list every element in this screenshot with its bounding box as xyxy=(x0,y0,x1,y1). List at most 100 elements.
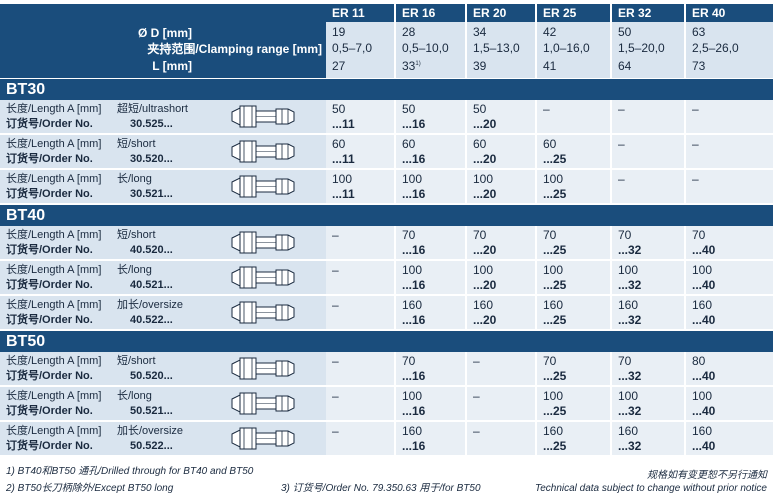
row-label-panel: 长度/Length A [mm] 订货号/Order No. 加长/oversize… xyxy=(0,296,326,329)
tool-holder-icon xyxy=(231,357,295,380)
footnote-2: 2) BT50长刀柄除外/Except BT50 long xyxy=(6,483,174,494)
row-label-panel: 长度/Length A [mm] 订货号/Order No. 短/short 40.5… xyxy=(0,226,326,259)
cell-length-value: 60 xyxy=(402,137,416,151)
data-cell: 100 ...20 xyxy=(467,170,535,203)
order-label: 订货号/Order No. xyxy=(6,279,93,291)
data-cell: 70 ...32 xyxy=(612,352,684,385)
cell-order-suffix: ...32 xyxy=(618,243,642,257)
cell-length-value: 100 xyxy=(618,389,639,403)
table-row: 长度/Length A [mm] 订货号/Order No. 长/long 40.52… xyxy=(0,261,773,294)
cell-order-suffix: ...20 xyxy=(473,152,497,166)
data-cell: – xyxy=(537,100,610,133)
table-row: 长度/Length A [mm] 订货号/Order No. 长/long 30.52… xyxy=(0,170,773,203)
table-row: 长度/Length A [mm] 订货号/Order No. 加长/oversize… xyxy=(0,296,773,329)
data-cell: 160 ...16 xyxy=(396,422,465,455)
order-number: 40.520... xyxy=(130,244,173,256)
spec-length: 73 xyxy=(692,56,773,74)
length-label: 长度/Length A [mm] xyxy=(6,173,102,185)
cell-length-value: – xyxy=(618,137,625,151)
tool-holder-icon xyxy=(231,105,295,128)
data-cell: – xyxy=(612,170,684,203)
cell-length-value: 160 xyxy=(618,424,639,438)
data-cell: – xyxy=(326,261,394,294)
cell-order-suffix: ...16 xyxy=(402,152,426,166)
cell-length-value: 100 xyxy=(402,389,423,403)
cell-order-suffix: ...40 xyxy=(692,439,716,453)
cell-length-value: 160 xyxy=(692,424,713,438)
label-length-l: L [mm] xyxy=(152,59,192,73)
spec-length: 64 xyxy=(618,56,684,74)
order-label: 订货号/Order No. xyxy=(6,118,93,130)
cell-length-value: 60 xyxy=(332,137,346,151)
footnote-1: 1) BT40和BT50 通孔/Drilled through for BT40… xyxy=(6,466,254,477)
group-title-bt50: BT50 xyxy=(0,331,773,352)
tool-holder-icon xyxy=(231,231,295,254)
length-label: 长度/Length A [mm] xyxy=(6,103,102,115)
cell-length-value: 100 xyxy=(692,389,713,403)
spec-length-value: 73 xyxy=(692,59,706,73)
cell-order-suffix: ...20 xyxy=(473,278,497,292)
spec-length-value: 41 xyxy=(543,59,557,73)
spec-length-value: 64 xyxy=(618,59,632,73)
data-cell: 160 ...40 xyxy=(686,296,773,329)
data-cell: – xyxy=(467,352,535,385)
cell-length-value: 100 xyxy=(402,263,423,277)
cell-order-suffix: ...16 xyxy=(402,117,426,131)
order-number: 30.520... xyxy=(130,153,173,165)
footnote-3: 3) 订货号/Order No. 79.350.63 用于/for BT50 xyxy=(281,483,481,494)
length-label: 长度/Length A [mm] xyxy=(6,355,102,367)
cell-length-value: – xyxy=(332,389,339,403)
cell-length-value: – xyxy=(692,102,699,116)
spec-clamping-range: 0,5–7,0 xyxy=(332,41,373,55)
cell-length-value: – xyxy=(473,354,480,368)
table-row: 长度/Length A [mm] 订货号/Order No. 短/short 40.5… xyxy=(0,226,773,259)
spec-length-value: 39 xyxy=(473,59,487,73)
cell-length-value: 70 xyxy=(543,228,557,242)
cell-length-value: 70 xyxy=(473,228,487,242)
order-label: 订货号/Order No. xyxy=(6,153,93,165)
cell-length-value: 70 xyxy=(618,354,632,368)
cell-order-suffix: ...40 xyxy=(692,278,716,292)
data-cell: 160 ...25 xyxy=(537,296,610,329)
cell-length-value: 100 xyxy=(402,172,423,186)
cell-length-value: – xyxy=(618,102,625,116)
cell-order-suffix: ...32 xyxy=(618,278,642,292)
cell-length-value: 70 xyxy=(618,228,632,242)
cell-order-suffix: ...16 xyxy=(402,187,426,201)
cell-length-value: – xyxy=(692,172,699,186)
column-header-er: ER 16 xyxy=(396,4,465,22)
notice-english: Technical data subject to change without… xyxy=(535,483,767,494)
cell-length-value: 160 xyxy=(543,298,564,312)
spec-clamping-range: 2,5–26,0 xyxy=(692,41,739,55)
spec-clamping-range: 0,5–10,0 xyxy=(402,41,449,55)
spec-diameter: 28 xyxy=(402,25,416,39)
order-label: 订货号/Order No. xyxy=(6,440,93,452)
data-cell: 60 ...25 xyxy=(537,135,610,168)
cell-order-suffix: ...25 xyxy=(543,243,567,257)
data-cell: – xyxy=(326,352,394,385)
column-header-er: ER 32 xyxy=(612,4,684,22)
spec-clamping-range: 1,5–20,0 xyxy=(618,41,665,55)
data-cell: 100 ...20 xyxy=(467,261,535,294)
cell-length-value: 160 xyxy=(402,424,423,438)
data-cell: 80 ...40 xyxy=(686,352,773,385)
group-title-bt40: BT40 xyxy=(0,205,773,226)
cell-order-suffix: ...40 xyxy=(692,404,716,418)
cell-order-suffix: ...20 xyxy=(473,187,497,201)
column-header-er: ER 25 xyxy=(537,4,610,22)
order-number: 30.525... xyxy=(130,118,173,130)
tool-holder-icon xyxy=(231,175,295,198)
footnote-marker: 1) xyxy=(415,61,421,67)
holder-type: 短/short xyxy=(117,229,156,241)
data-cell: 100 ...32 xyxy=(612,387,684,420)
column-spec-cell: 50 1,5–20,0 64 xyxy=(612,22,684,78)
tool-holder-icon xyxy=(231,427,295,450)
table-row: 长度/Length A [mm] 订货号/Order No. 加长/oversize… xyxy=(0,422,773,455)
cell-length-value: 50 xyxy=(332,102,346,116)
spec-diameter: 19 xyxy=(332,25,346,39)
data-cell: 50 ...16 xyxy=(396,100,465,133)
spec-diameter: 42 xyxy=(543,25,557,39)
data-cell: 160 ...16 xyxy=(396,296,465,329)
data-cell: 160 ...20 xyxy=(467,296,535,329)
cell-length-value: 160 xyxy=(543,424,564,438)
